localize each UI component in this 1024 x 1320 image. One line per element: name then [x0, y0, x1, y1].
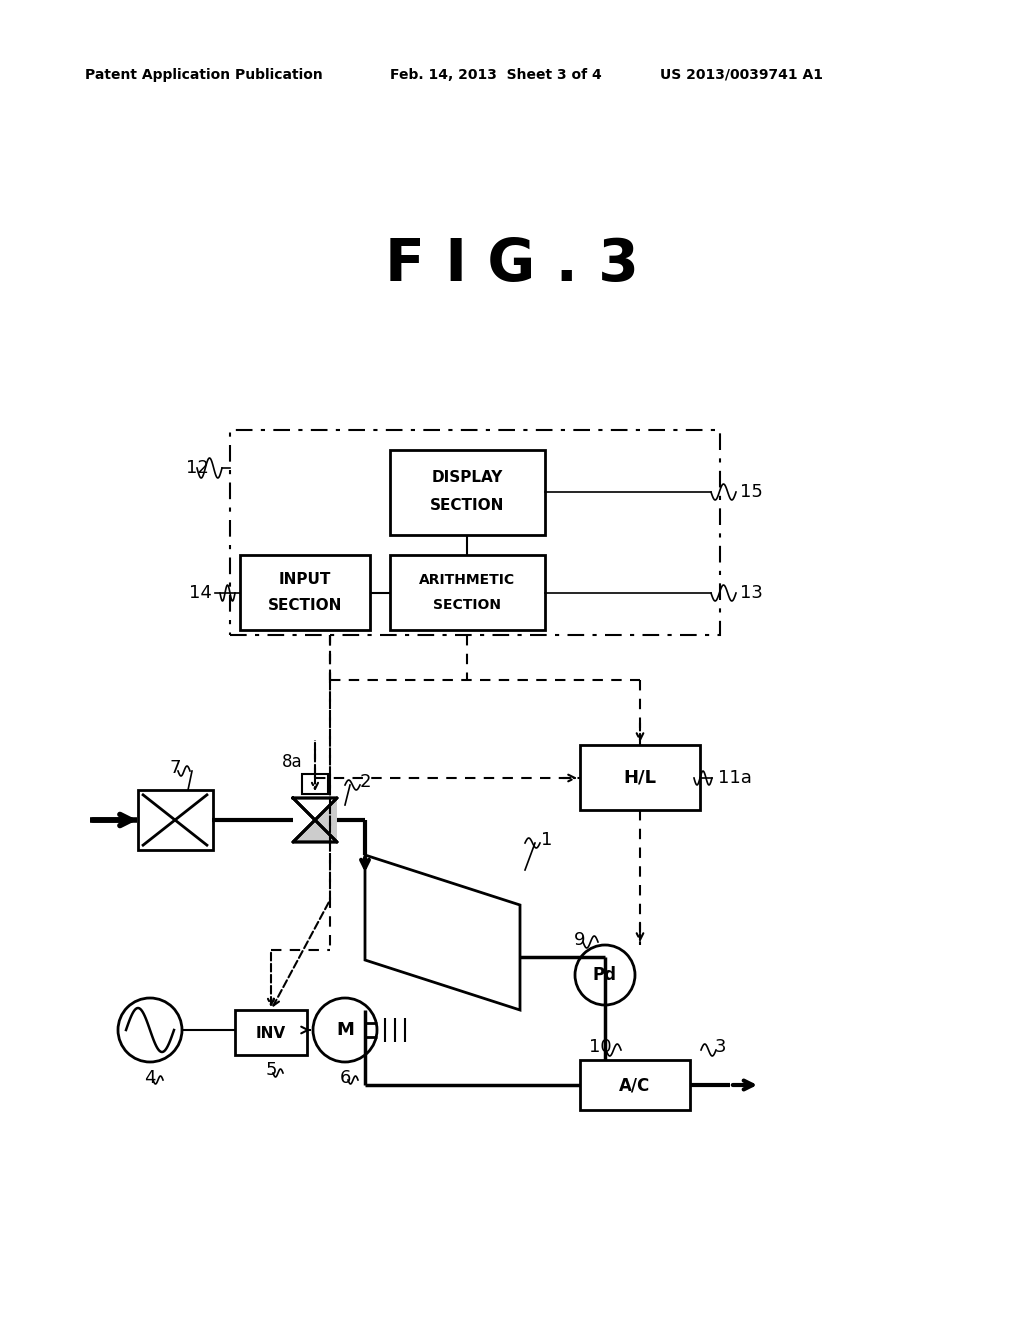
- Text: 2: 2: [359, 774, 371, 791]
- Text: SECTION: SECTION: [268, 598, 342, 612]
- Text: DISPLAY: DISPLAY: [431, 470, 503, 486]
- Bar: [230, 430, 720, 635]
- Bar: [390, 554, 545, 630]
- Text: 6: 6: [339, 1069, 350, 1086]
- Text: 12: 12: [185, 459, 209, 477]
- Bar: [390, 450, 545, 535]
- Text: 15: 15: [740, 483, 763, 502]
- Text: 4: 4: [144, 1069, 156, 1086]
- Bar: [138, 789, 213, 850]
- Circle shape: [575, 945, 635, 1005]
- Text: Feb. 14, 2013  Sheet 3 of 4: Feb. 14, 2013 Sheet 3 of 4: [390, 69, 602, 82]
- Text: INV: INV: [256, 1026, 286, 1040]
- Text: 11a: 11a: [718, 770, 752, 787]
- Text: 3: 3: [715, 1038, 726, 1056]
- Polygon shape: [365, 855, 520, 1010]
- Polygon shape: [293, 799, 337, 842]
- Text: ARITHMETIC: ARITHMETIC: [419, 573, 515, 587]
- Bar: [240, 554, 370, 630]
- Text: 13: 13: [740, 583, 763, 602]
- Text: 10: 10: [589, 1038, 611, 1056]
- Bar: [302, 774, 328, 795]
- Bar: [234, 1010, 307, 1055]
- Text: M: M: [336, 1020, 354, 1039]
- Text: 7: 7: [169, 759, 181, 777]
- Text: A/C: A/C: [620, 1076, 650, 1094]
- Circle shape: [118, 998, 182, 1063]
- Text: 1: 1: [542, 832, 553, 849]
- Text: SECTION: SECTION: [433, 598, 501, 612]
- Text: 9: 9: [574, 931, 586, 949]
- Text: Patent Application Publication: Patent Application Publication: [85, 69, 323, 82]
- Text: US 2013/0039741 A1: US 2013/0039741 A1: [660, 69, 823, 82]
- Text: INPUT: INPUT: [279, 573, 331, 587]
- Circle shape: [313, 998, 377, 1063]
- Text: 5: 5: [265, 1061, 276, 1078]
- Text: F I G . 3: F I G . 3: [385, 236, 639, 293]
- Text: 14: 14: [188, 583, 211, 602]
- Bar: [580, 1060, 690, 1110]
- Text: H/L: H/L: [624, 770, 656, 787]
- Text: 8a: 8a: [282, 752, 302, 771]
- Text: SECTION: SECTION: [430, 498, 504, 512]
- Text: Pd: Pd: [593, 966, 617, 983]
- Bar: [580, 744, 700, 810]
- Polygon shape: [293, 799, 337, 842]
